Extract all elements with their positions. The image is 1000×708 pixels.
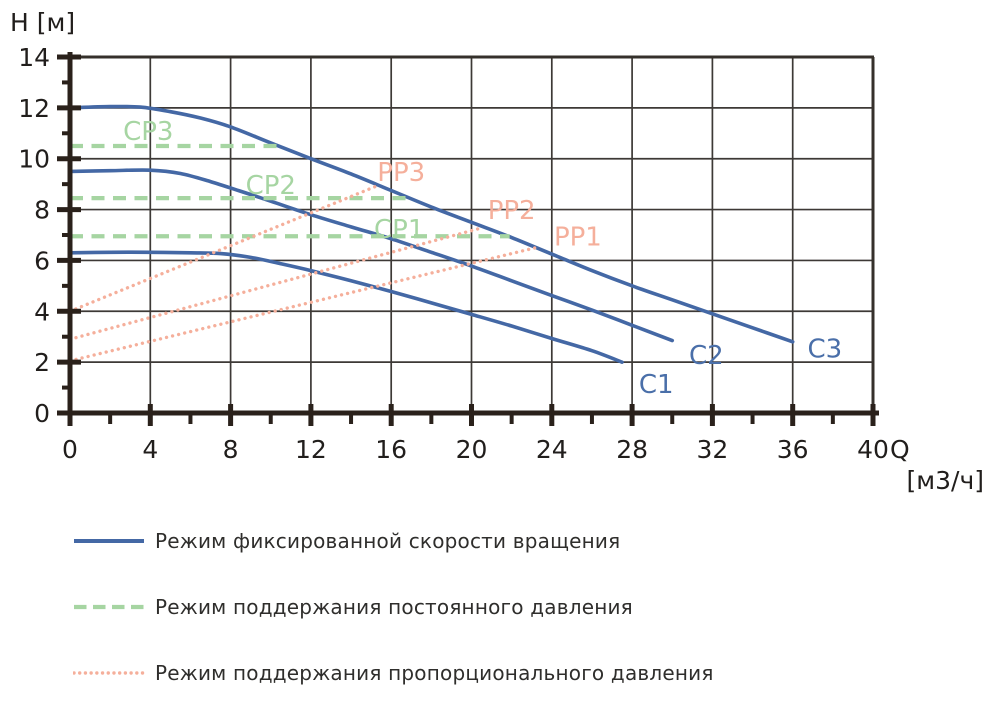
y-tick-label-8: 8: [34, 196, 50, 225]
curve-label-PP1: PP1: [554, 223, 602, 253]
curve-PP3: [68, 183, 380, 313]
legend-item-label: Режим поддержания пропорционального давл…: [155, 661, 714, 685]
series-layer: [68, 104, 795, 364]
curve-C1: [68, 250, 624, 364]
curve-label-C1: C1: [639, 370, 674, 400]
legend-swatch-dotted-line: [73, 671, 145, 675]
legend-item-label: Режим фиксированной скорости вращения: [155, 529, 621, 553]
x-tick-label-16: 16: [375, 435, 407, 464]
x-tick-label-20: 20: [456, 435, 488, 464]
y-tick-label-0: 0: [34, 399, 50, 428]
x-tick-label-40: 40: [857, 435, 889, 464]
x-tick-label-8: 8: [223, 435, 239, 464]
y-tick-label-2: 2: [34, 348, 50, 377]
y-tick-label-6: 6: [34, 246, 50, 275]
curve-label-C2: C2: [689, 341, 724, 371]
curve-C2: [68, 168, 675, 343]
x-tick-label-32: 32: [696, 435, 728, 464]
x-tick-label-4: 4: [142, 435, 158, 464]
legend-item-solid: Режим фиксированной скорости вращения: [73, 528, 620, 554]
x-tick-label-12: 12: [295, 435, 327, 464]
x-axis-unit: [м3/ч]: [907, 466, 984, 495]
legend-item-label: Режим поддержания постоянного давления: [155, 595, 633, 619]
x-tick-label-0: 0: [62, 435, 78, 464]
legend-item-dashed: Режим поддержания постоянного давления: [73, 594, 633, 620]
x-tick-label-24: 24: [536, 435, 568, 464]
y-tick-label-10: 10: [18, 145, 50, 174]
curve-label-CP1: CP1: [374, 215, 424, 245]
curve-C3: [68, 104, 795, 344]
x-tick-label-28: 28: [616, 435, 648, 464]
legend-swatch-solid-line: [74, 539, 144, 543]
curve-PP1: [68, 246, 538, 363]
y-tick-label-14: 14: [18, 43, 50, 72]
curve-label-PP2: PP2: [488, 196, 536, 226]
curve-label-CP3: CP3: [123, 117, 173, 147]
grid-layer: [72, 57, 873, 413]
axis-layer: [57, 52, 879, 426]
curve-label-CP2: CP2: [246, 171, 296, 201]
x-tick-label-36: 36: [777, 435, 809, 464]
legend-item-dotted: Режим поддержания пропорционального давл…: [73, 660, 714, 686]
y-tick-label-12: 12: [18, 94, 50, 123]
y-axis-title: H [м]: [10, 8, 75, 37]
series-label-layer: C1 C2 C3 CP3 CP2 CP1 PP3 PP2 PP1: [123, 117, 842, 400]
x-axis-title: Q: [890, 435, 910, 464]
y-tick-label-4: 4: [34, 297, 50, 326]
legend-swatch-dashed-line: [74, 604, 144, 610]
curve-label-PP3: PP3: [377, 158, 425, 188]
curve-label-C3: C3: [807, 335, 842, 365]
plot-frame: [70, 55, 875, 413]
